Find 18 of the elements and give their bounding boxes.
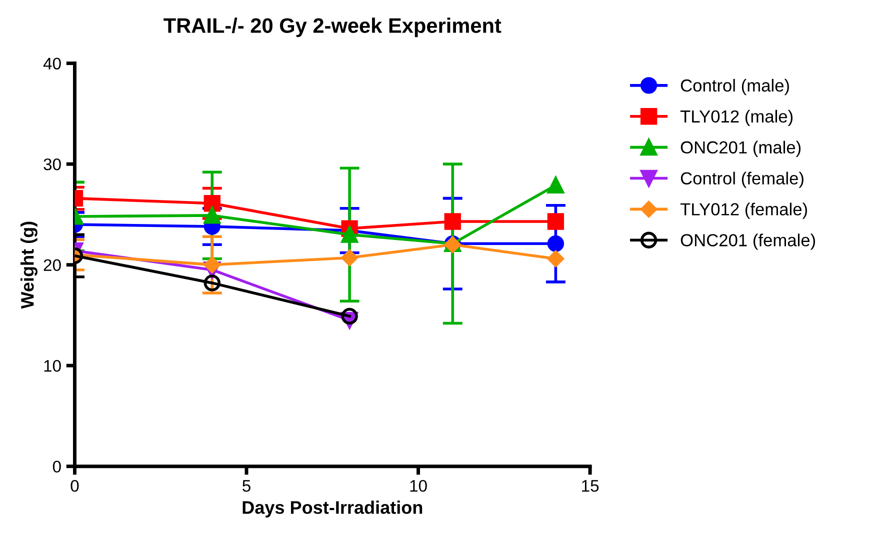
legend-label: Control (female): [680, 172, 804, 188]
legend-label: Control (male): [680, 78, 789, 96]
x-tick-label: 5: [242, 480, 250, 492]
y-axis-title: Weight (g): [20, 222, 38, 309]
x-tick-label: 0: [70, 480, 79, 492]
legend-label: ONC201 (male): [680, 140, 801, 157]
legend-label: ONC201 (female): [680, 234, 816, 250]
y-tick-label: 20: [44, 259, 61, 272]
y-tick-label: 10: [44, 360, 61, 372]
chart-title: TRAIL-/- 20 Gy 2-week Experiment: [164, 18, 502, 38]
y-tick-label: 40: [43, 58, 61, 70]
legend-label: TLY012 (female): [680, 202, 807, 219]
x-axis-title: Days Post-Irradiation: [242, 500, 422, 518]
x-tick-label: 15: [582, 480, 599, 492]
y-tick-label: 30: [44, 158, 61, 170]
legend-label: TLY012 (male): [680, 110, 793, 126]
y-tick-label: 0: [52, 460, 61, 473]
x-tick-label: 10: [410, 480, 427, 492]
